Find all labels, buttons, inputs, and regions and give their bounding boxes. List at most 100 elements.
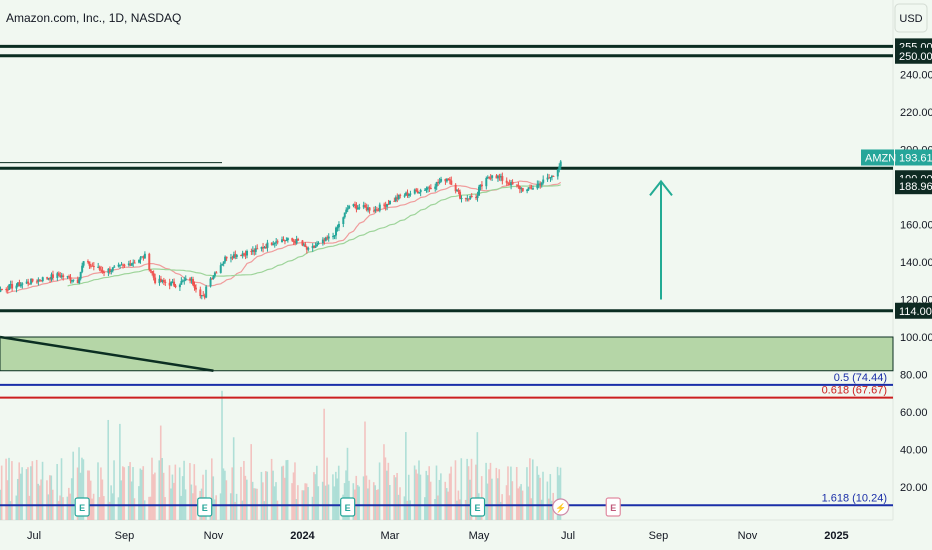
volume-bar [546,481,549,520]
volume-bar [365,475,368,520]
volume-bar [27,467,29,520]
volume-bar [416,473,419,520]
candle-body [82,261,85,266]
candle-body [28,283,31,285]
candle-body [485,178,488,187]
volume-bar [139,468,142,520]
candle-body [161,279,164,283]
volume-bar [0,465,3,520]
currency-button[interactable]: USD [894,3,928,33]
volume-bar [295,499,298,520]
candle-body [86,261,89,263]
price-axis[interactable]: 240.00220.00200.00160.00140.00120.00100.… [900,70,932,495]
candle-body [372,210,375,212]
earnings-event-marker [340,497,356,517]
candle-body [149,269,152,272]
candle-body [15,285,18,289]
fib-level-label: 0.618 (67.67) [822,385,887,397]
volume-bar [362,476,365,520]
candle-body [133,262,136,264]
volume-bar [485,462,487,520]
volume-bar [158,460,161,520]
candle-body [46,277,49,279]
volume-bar [542,471,544,520]
candle-body [425,188,428,190]
event-marker-letter: E [202,503,208,513]
candle-body [263,247,266,249]
volume-bar [168,465,171,520]
volume-bar [18,462,21,520]
volume-bar [181,476,184,520]
volume-bar [219,493,222,520]
candle-body [92,266,95,268]
candle-body [81,265,84,272]
candle-body [518,186,521,190]
volume-bar [224,470,226,520]
candle-body [429,187,432,189]
candle-body [399,194,402,196]
volume-bar [527,486,530,520]
candle-body [364,205,367,208]
volume-bar [19,473,22,520]
candle-body [49,278,52,280]
candle-body [151,271,154,274]
volume-bar [475,464,477,520]
price-tag-box [895,178,932,195]
candle-body [521,188,524,192]
candle-body [97,266,100,268]
volume-bar [314,474,317,520]
candle-body [60,275,63,278]
candle-body [100,269,103,271]
volume-bar [346,447,349,520]
volume-bar [511,481,514,520]
volume-bar [251,481,254,520]
candle-body [184,278,187,281]
volume-bar [108,501,111,520]
candle-body [69,277,72,281]
candles [0,160,562,300]
candle-body [333,235,336,237]
candle-body [273,242,276,245]
trendline [0,335,214,372]
candle-body [313,245,316,248]
candle-body [108,268,111,272]
volume-bar [140,469,143,520]
volume-bar [426,475,429,520]
volume-bar [253,488,255,520]
time-axis[interactable]: Jul Sep Nov 2024 Mar May Jul Sep Nov 2025 [27,530,849,542]
volume-bar [264,471,267,520]
volume-bar [530,498,533,520]
volume-bar [498,469,501,520]
volume-bar [234,501,236,520]
symbol-tag-box [861,149,894,166]
volume-bar [98,497,101,520]
volume-bar [548,498,550,520]
candle-body [154,277,157,284]
candle-body [317,242,320,245]
volume-bar [396,472,398,520]
time-tick-label: Jul [561,530,575,542]
volume-bar [222,468,225,520]
price-tick-label: 140.00 [900,257,932,269]
volume-bar [549,474,552,520]
candle-body [499,176,502,178]
volume-bar [263,501,266,520]
volume-bar [30,466,32,520]
candle-body [202,295,205,297]
candle-body [234,254,237,258]
candle-body [282,239,285,241]
volume-bar [192,493,194,520]
candle-body [122,264,124,266]
candle-body [159,278,162,283]
moving-average-short [6,180,562,294]
volume-bar [5,458,7,520]
volume-bar [495,467,498,520]
volume-bar [407,474,410,520]
candle-body [25,281,28,284]
candle-body [51,274,54,278]
volume-bar [415,469,417,520]
candle-body [294,241,297,244]
volume-bar [92,493,95,520]
